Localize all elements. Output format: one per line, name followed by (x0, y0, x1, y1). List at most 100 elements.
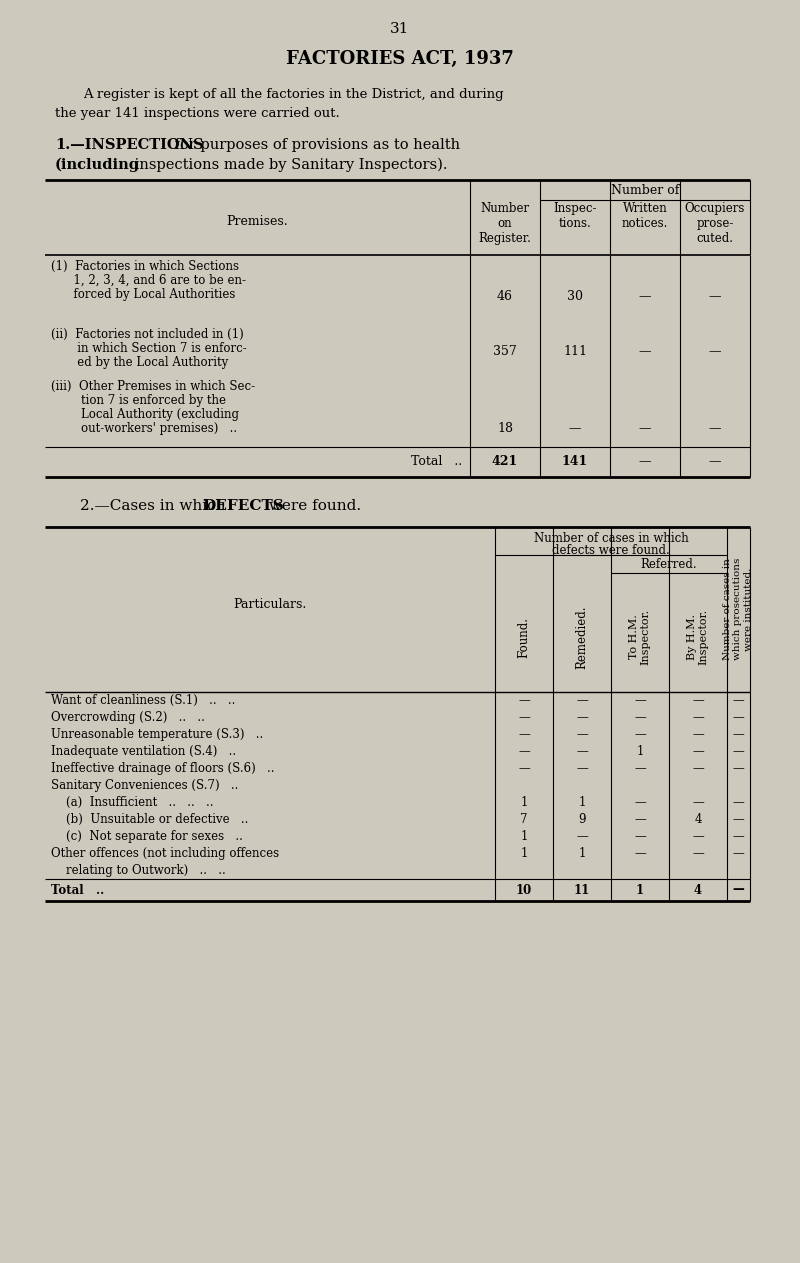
Text: (including: (including (55, 158, 140, 172)
Text: —: — (638, 422, 651, 434)
Text: —: — (634, 727, 646, 741)
Text: By H.M.
Inspector.: By H.M. Inspector. (687, 609, 709, 666)
Text: —: — (692, 727, 704, 741)
Text: —: — (733, 830, 744, 842)
Text: relating to Outwork)   ..   ..: relating to Outwork) .. .. (51, 864, 226, 877)
Text: 1: 1 (578, 847, 586, 860)
Text: —: — (709, 290, 722, 303)
Text: ed by the Local Authority: ed by the Local Authority (51, 356, 228, 369)
Text: out-workers' premises)   ..: out-workers' premises) .. (51, 422, 237, 434)
Text: 11: 11 (574, 884, 590, 897)
Text: —: — (576, 830, 588, 842)
Text: (ii)  Factories not included in (1): (ii) Factories not included in (1) (51, 328, 244, 341)
Text: DEFECTS: DEFECTS (202, 499, 284, 513)
Text: 1: 1 (520, 796, 528, 810)
Text: Particulars.: Particulars. (234, 597, 306, 610)
Text: Want of cleanliness (S.1)   ..   ..: Want of cleanliness (S.1) .. .. (51, 693, 235, 707)
Text: —: — (576, 693, 588, 707)
Text: (1)  Factories in which Sections: (1) Factories in which Sections (51, 260, 239, 273)
Text: —: — (692, 847, 704, 860)
Text: Inspec-
tions.: Inspec- tions. (554, 202, 597, 230)
Text: 31: 31 (390, 21, 410, 37)
Text: 46: 46 (497, 290, 513, 303)
Text: —: — (733, 727, 744, 741)
Text: —: — (634, 711, 646, 724)
Text: —: — (733, 762, 744, 775)
Text: —: — (638, 455, 651, 469)
Text: —: — (518, 745, 530, 758)
Text: Number of cases in which: Number of cases in which (534, 532, 688, 546)
Text: Remedied.: Remedied. (575, 605, 589, 668)
Text: —: — (634, 847, 646, 860)
Text: 1: 1 (636, 884, 644, 897)
Text: —: — (634, 693, 646, 707)
Text: —: — (692, 796, 704, 810)
Text: (b)  Unsuitable or defective   ..: (b) Unsuitable or defective .. (51, 813, 248, 826)
Text: —: — (733, 847, 744, 860)
Text: 2.—Cases in which: 2.—Cases in which (80, 499, 230, 513)
Text: —: — (733, 711, 744, 724)
Text: —: — (733, 693, 744, 707)
Text: for purposes of provisions as to health: for purposes of provisions as to health (170, 138, 460, 152)
Text: Other offences (not including offences: Other offences (not including offences (51, 847, 279, 860)
Text: Premises.: Premises. (226, 215, 288, 229)
Text: 141: 141 (562, 455, 588, 469)
Text: —: — (692, 693, 704, 707)
Text: 111: 111 (563, 345, 587, 357)
Text: 421: 421 (492, 455, 518, 469)
Text: Written
notices.: Written notices. (622, 202, 668, 230)
Text: tion 7 is enforced by the: tion 7 is enforced by the (51, 394, 226, 407)
Text: —: — (709, 345, 722, 357)
Text: Total   ..: Total .. (411, 455, 462, 469)
Text: 1: 1 (520, 830, 528, 842)
Text: —: — (576, 762, 588, 775)
Text: —: — (638, 345, 651, 357)
Text: (iii)  Other Premises in which Sec-: (iii) Other Premises in which Sec- (51, 380, 255, 393)
Text: Number of: Number of (611, 184, 679, 197)
Text: —: — (733, 884, 744, 897)
Text: —: — (638, 290, 651, 303)
Text: —: — (634, 813, 646, 826)
Text: forced by Local Authorities: forced by Local Authorities (51, 288, 235, 301)
Text: 1.—INSPECTIONS: 1.—INSPECTIONS (55, 138, 204, 152)
Text: Occupiers
prose-
cuted.: Occupiers prose- cuted. (685, 202, 745, 245)
Text: the year 141 inspections were carried out.: the year 141 inspections were carried ou… (55, 107, 340, 120)
Text: Sanitary Conveniences (S.7)   ..: Sanitary Conveniences (S.7) .. (51, 779, 238, 792)
Text: Overcrowding (S.2)   ..   ..: Overcrowding (S.2) .. .. (51, 711, 205, 724)
Text: Number
on
Register.: Number on Register. (478, 202, 531, 245)
Text: —: — (518, 727, 530, 741)
Text: Referred.: Referred. (641, 558, 698, 571)
Text: —: — (634, 762, 646, 775)
Text: 9: 9 (578, 813, 586, 826)
Text: 1: 1 (520, 847, 528, 860)
Text: were found.: were found. (264, 499, 361, 513)
Text: —: — (692, 745, 704, 758)
Text: —: — (692, 830, 704, 842)
Text: inspections made by Sanitary Inspectors).: inspections made by Sanitary Inspectors)… (130, 158, 447, 172)
Text: 1: 1 (578, 796, 586, 810)
Text: 4: 4 (694, 884, 702, 897)
Text: —: — (576, 727, 588, 741)
Text: Local Authority (excluding: Local Authority (excluding (51, 408, 239, 421)
Text: defects were found.: defects were found. (552, 544, 670, 557)
Text: —: — (692, 711, 704, 724)
Text: 7: 7 (520, 813, 528, 826)
Text: 30: 30 (567, 290, 583, 303)
Text: —: — (518, 711, 530, 724)
Text: —: — (518, 693, 530, 707)
Text: —: — (733, 745, 744, 758)
Text: —: — (569, 422, 582, 434)
Text: —: — (634, 830, 646, 842)
Text: in which Section 7 is enforc-: in which Section 7 is enforc- (51, 342, 246, 355)
Text: 4: 4 (694, 813, 702, 826)
Text: Number of cases in
which prosecutions
were instituted.: Number of cases in which prosecutions we… (723, 558, 753, 661)
Text: —: — (709, 455, 722, 469)
Text: 357: 357 (493, 345, 517, 357)
Text: To H.M.
Inspector.: To H.M. Inspector. (630, 609, 651, 666)
Text: —: — (576, 711, 588, 724)
Text: Found.: Found. (518, 616, 530, 658)
Text: Inadequate ventilation (S.4)   ..: Inadequate ventilation (S.4) .. (51, 745, 236, 758)
Text: —: — (692, 762, 704, 775)
Text: —: — (518, 762, 530, 775)
Text: Total   ..: Total .. (51, 884, 104, 897)
